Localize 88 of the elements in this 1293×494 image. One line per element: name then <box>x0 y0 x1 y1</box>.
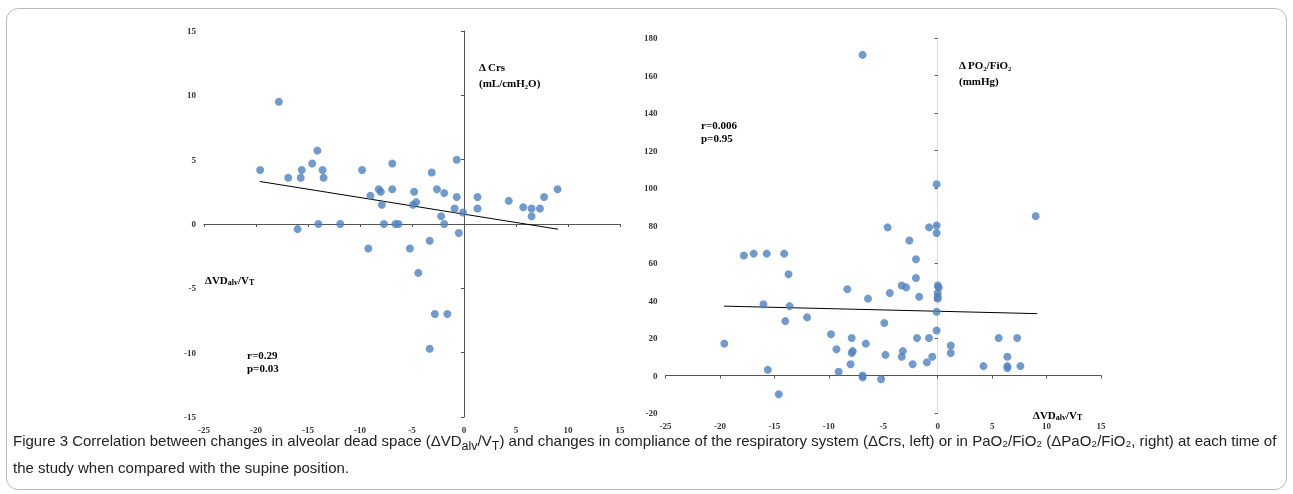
point <box>379 220 388 228</box>
annotation: p=0.03 <box>247 361 280 374</box>
point <box>364 244 373 253</box>
x-tick-label: 15 <box>615 424 625 435</box>
y-tick-label: 140 <box>644 108 658 118</box>
x-tick-label: 5 <box>989 420 995 431</box>
point <box>314 220 323 228</box>
text: Figure 3 Correlation between changes in alveolar dead space (ΔVD$_{alv}$/V$_{T}$) and changes in compliance of the respiratory system (ΔCrs, left) or in PaO₂/FiO₂ (ΔPaO₂/FiO₂, right) at each time of the study when compared with the supine position. <box>13 432 1277 476</box>
x-tick-label: 0 <box>461 424 467 435</box>
y-tick-label: 180 <box>644 33 658 43</box>
point <box>336 220 345 228</box>
point <box>319 173 328 182</box>
point <box>458 208 467 217</box>
point <box>296 173 305 182</box>
point <box>454 229 463 237</box>
x-tick-label: -20 <box>250 424 263 435</box>
point <box>540 192 549 201</box>
y-axis-title: Δ Crs (mL/cmH₂O) <box>479 61 541 90</box>
point <box>437 212 446 221</box>
y-tick-label: -20 <box>645 408 658 418</box>
point <box>443 310 452 319</box>
point <box>425 236 434 245</box>
point <box>504 196 513 205</box>
point <box>293 225 302 234</box>
x-tick-label: -5 <box>879 420 888 431</box>
point <box>527 204 536 213</box>
point <box>535 204 544 213</box>
point <box>284 173 293 182</box>
point <box>274 97 283 106</box>
point <box>313 146 322 155</box>
x-tick-label: 10 <box>563 424 573 435</box>
annotation: r=0.006 <box>701 118 738 131</box>
point <box>452 155 461 164</box>
point <box>308 159 317 168</box>
point <box>450 204 459 213</box>
y-tick-label: 80 <box>648 220 658 231</box>
point <box>519 203 528 212</box>
y-tick-label: -15 <box>184 412 197 422</box>
x-tick-label: -5 <box>408 424 417 435</box>
point <box>377 200 386 209</box>
point <box>430 310 439 319</box>
point <box>318 165 327 174</box>
point <box>414 268 423 277</box>
x-tick-label: -10 <box>354 424 367 435</box>
y-tick-label: 40 <box>648 295 658 306</box>
y-tick-label: 160 <box>644 70 658 81</box>
x-tick-label: 15 <box>1096 420 1106 431</box>
y-tick-label: 5 <box>191 154 197 165</box>
point <box>410 187 419 196</box>
point <box>297 165 306 174</box>
x-tick-label: 5 <box>513 424 519 435</box>
x-tick-label: -15 <box>768 420 781 431</box>
point <box>256 165 265 174</box>
y-tick-label: 120 <box>644 145 658 156</box>
point <box>425 344 434 353</box>
point <box>452 192 461 201</box>
annotation: p=0.95 <box>701 131 734 144</box>
point <box>366 191 375 200</box>
x-tick-label: -10 <box>822 420 836 431</box>
y-tick-label: -10 <box>184 347 197 358</box>
point <box>405 244 414 253</box>
y-tick-label: 15 <box>187 26 197 36</box>
y-tick-label: 0 <box>191 219 197 229</box>
y-tick-label: 100 <box>644 183 658 193</box>
x-tick-label: -15 <box>302 424 315 435</box>
x-tick-label: -25 <box>198 424 211 435</box>
x-tick-label: -20 <box>713 420 727 431</box>
point <box>388 185 397 194</box>
x-tick-label: 10 <box>1042 420 1052 431</box>
point <box>473 204 482 213</box>
point <box>358 165 367 174</box>
point <box>473 192 482 201</box>
x-tick-label: 0 <box>935 420 941 431</box>
y-tick-label: -5 <box>188 283 197 294</box>
point <box>553 185 562 194</box>
y-tick-label: 60 <box>648 258 658 268</box>
x-tick-label: -25 <box>659 420 672 431</box>
point <box>527 212 536 221</box>
point <box>440 189 449 198</box>
y-tick-label: 10 <box>187 90 197 101</box>
y-axis-title: Δ PO₂/FiO₂ (mmHg) <box>959 59 1012 88</box>
point <box>440 220 449 228</box>
point <box>388 159 397 168</box>
y-tick-label: 0 <box>653 370 658 381</box>
point <box>427 168 436 177</box>
point <box>432 185 441 194</box>
annotation: r=0.29 <box>247 348 278 361</box>
y-tick-label: 20 <box>648 333 658 343</box>
